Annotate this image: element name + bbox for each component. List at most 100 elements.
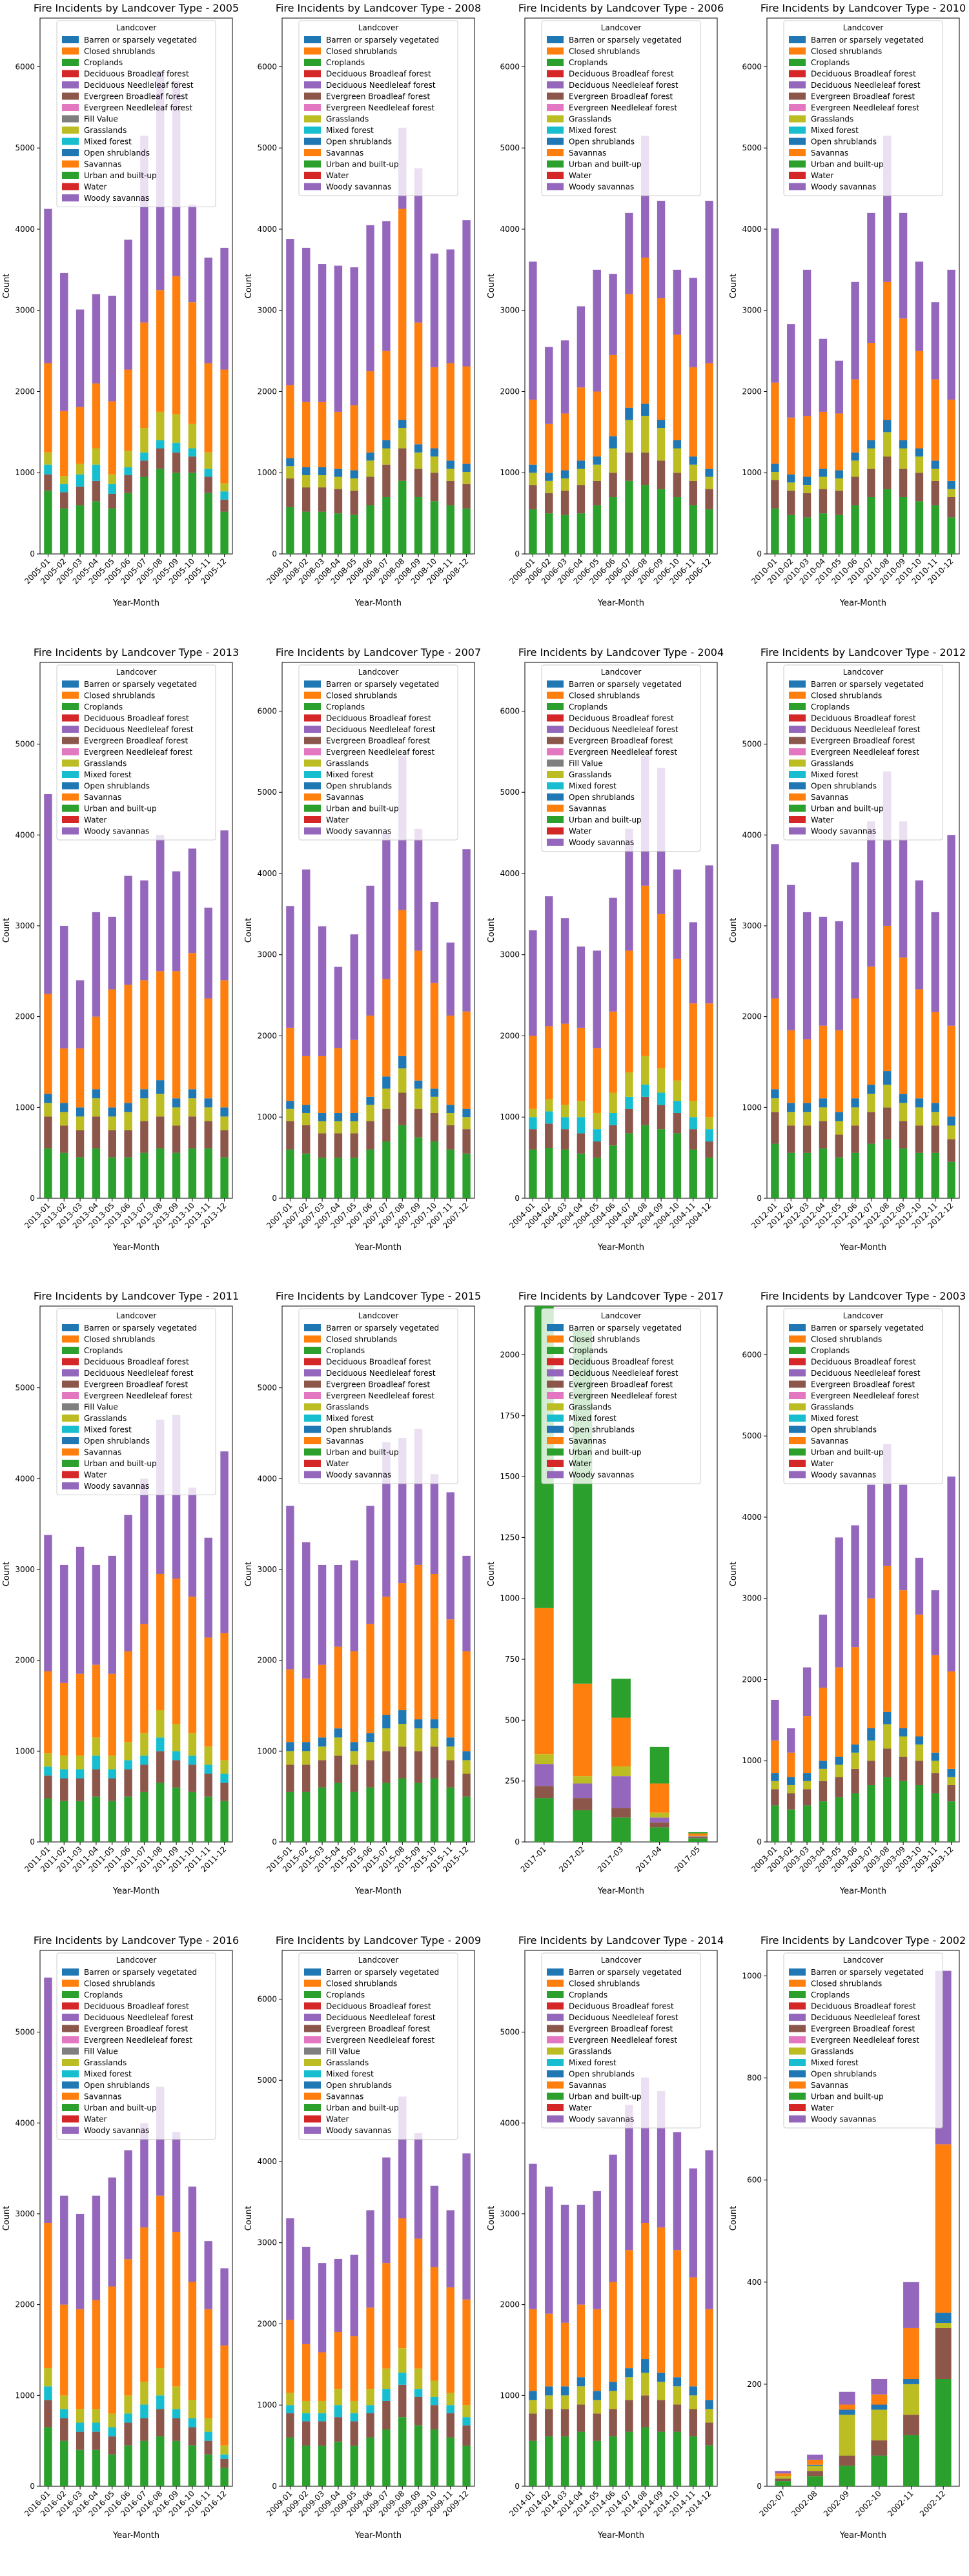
bar-segment (366, 452, 375, 461)
y-tick-label: 3000 (15, 1565, 35, 1574)
bar-segment (851, 1768, 859, 1794)
bar-segment (704, 2408, 713, 2423)
legend-item: Barren or sparsely vegetated (811, 680, 924, 689)
legend-swatch (304, 1403, 321, 1411)
legend-title: Landcover (358, 668, 399, 677)
bar-segment (851, 998, 859, 1098)
legend-swatch (788, 2058, 806, 2066)
bar-segment (947, 1768, 955, 1777)
bar-segment (446, 363, 455, 461)
legend-swatch (62, 36, 79, 43)
y-axis-label: Count (487, 1562, 496, 1587)
y-tick-label: 1000 (258, 1112, 278, 1121)
bar-segment (382, 2388, 391, 2401)
bar-segment (302, 402, 311, 467)
legend-item: Deciduous Needleleaf forest (326, 725, 436, 734)
bar-segment (802, 416, 811, 477)
bar-segment (446, 1492, 455, 1620)
legend-swatch (304, 104, 321, 111)
legend-swatch (788, 815, 806, 823)
bar-segment (60, 2417, 68, 2441)
legend-swatch (304, 804, 321, 812)
legend-swatch (546, 59, 564, 66)
bar-segment (704, 2445, 713, 2486)
legend-item: Deciduous Broadleaf forest (811, 713, 916, 722)
bar-segment (899, 1736, 908, 1757)
y-tick-label: 4000 (500, 2118, 520, 2127)
legend-swatch (62, 1990, 79, 1998)
legend-box (298, 20, 458, 196)
bar-segment (366, 1149, 375, 1198)
legend-item: Deciduous Needleleaf forest (84, 2013, 194, 2022)
bar-segment (108, 474, 116, 484)
bar-segment (560, 515, 569, 554)
bar-segment (640, 416, 649, 453)
plot-frame (281, 1305, 475, 1843)
y-tick-label: 600 (747, 2175, 762, 2184)
bar-segment (446, 2287, 455, 2393)
legend-title: Landcover (600, 668, 641, 677)
bar-segment (528, 473, 537, 486)
bar-segment (382, 1088, 391, 1109)
bar-segment (334, 1157, 343, 1198)
bar-segment (573, 1798, 592, 1810)
chart-panel-12: Fire Incidents by Landcover Type - 2016 0… (0, 1932, 242, 2576)
bar-segment (462, 2425, 471, 2446)
bar-segment (124, 2413, 132, 2423)
bar-segment (462, 2152, 471, 2300)
legend-item: Deciduous Needleleaf forest (569, 2013, 678, 2022)
bar-segment (576, 946, 585, 1028)
bar-segment (318, 511, 327, 554)
legend-title: Landcover (116, 23, 157, 32)
bar-segment (931, 1102, 939, 1112)
bar-segment (188, 1116, 197, 1149)
bar-segment (931, 1012, 939, 1103)
bar-segment (124, 875, 132, 985)
bar-segment (350, 515, 359, 554)
legend-item: Closed shrublands (811, 1335, 882, 1344)
bar-segment (318, 2420, 327, 2446)
bar-segment (350, 1651, 359, 1743)
bar-segment (899, 1590, 908, 1728)
legend-item: Deciduous Needleleaf forest (84, 725, 194, 734)
bar-segment (882, 925, 892, 1071)
y-tick-label: 5000 (742, 1431, 762, 1440)
bar-segment (947, 1477, 955, 1671)
legend-item: Urban and built-up (811, 1448, 884, 1457)
y-tick-label: 3000 (742, 306, 762, 315)
bar-segment (140, 1792, 148, 1842)
bar-segment (786, 1125, 795, 1153)
bar-segment (871, 2409, 887, 2440)
x-tick-label: 2017-01 (518, 1845, 547, 1874)
bar-segment (931, 480, 939, 506)
bar-segment (60, 411, 68, 476)
legend-swatch (304, 2081, 321, 2089)
legend-item: Urban and built-up (569, 2092, 642, 2101)
bar-segment (819, 1120, 827, 1149)
bar-segment (866, 343, 875, 440)
legend-title: Landcover (116, 1311, 157, 1320)
y-tick-label: 0 (30, 1837, 35, 1846)
bar-segment (92, 2431, 101, 2450)
chart-panel-14: Fire Incidents by Landcover Type - 2014 0… (485, 1932, 727, 2576)
bar-segment (302, 475, 311, 487)
legend-item: Urban and built-up (326, 160, 399, 169)
legend-item: Urban and built-up (569, 1448, 642, 1457)
legend-item: Grasslands (84, 759, 127, 768)
bar-segment (286, 1742, 294, 1752)
legend-swatch (304, 127, 321, 134)
legend-swatch (62, 725, 79, 733)
bar-segment (899, 1102, 908, 1121)
bar-segment (318, 475, 327, 487)
y-tick-label: 3000 (742, 921, 762, 930)
bar-segment (903, 2384, 919, 2415)
bar-segment (544, 2436, 553, 2486)
legend-swatch (546, 737, 564, 744)
bar-segment (915, 1152, 923, 1198)
legend-swatch (304, 2025, 321, 2032)
bar-segment (704, 1116, 713, 1129)
y-axis-label: Count (729, 274, 739, 299)
bar-segment (835, 1134, 843, 1158)
legend-swatch (304, 2002, 321, 2009)
bar-segment (624, 2377, 633, 2400)
